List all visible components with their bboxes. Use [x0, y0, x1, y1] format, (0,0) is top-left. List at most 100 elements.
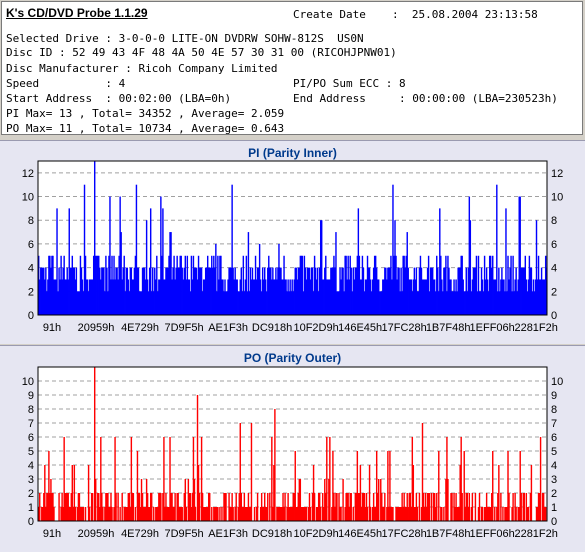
bar — [487, 507, 490, 521]
y-tick-label-left: 0 — [28, 310, 34, 322]
bar — [139, 507, 142, 521]
bar — [135, 184, 138, 315]
bar — [189, 291, 192, 315]
bar — [412, 279, 415, 315]
bar — [340, 507, 342, 521]
bar — [240, 493, 242, 521]
bar — [246, 507, 249, 521]
bar — [186, 255, 189, 315]
bar — [317, 493, 320, 521]
bar — [110, 279, 112, 315]
bar — [498, 465, 500, 521]
bar — [221, 507, 223, 521]
bar — [104, 291, 106, 315]
y-tick-label-left: 2 — [28, 286, 34, 298]
bar — [173, 255, 175, 315]
bar — [138, 291, 141, 315]
bar — [538, 493, 541, 521]
bar — [347, 493, 349, 521]
bar — [224, 279, 226, 315]
bar — [234, 267, 236, 315]
bar — [535, 220, 538, 315]
bar — [127, 493, 129, 521]
bar — [402, 255, 404, 315]
bar — [503, 279, 505, 315]
bar — [417, 291, 420, 315]
bar — [88, 279, 91, 315]
bar — [174, 279, 176, 315]
bar — [51, 493, 53, 521]
bar — [266, 291, 268, 315]
bar — [543, 507, 546, 521]
bar — [243, 493, 246, 521]
bar — [79, 507, 82, 521]
bar — [514, 279, 516, 315]
bar — [328, 279, 330, 315]
bar — [296, 279, 298, 315]
bar — [238, 493, 240, 521]
bar — [41, 267, 43, 315]
bar — [365, 279, 368, 315]
bar — [295, 267, 297, 315]
bar — [81, 507, 84, 521]
bar — [359, 279, 362, 315]
bar — [141, 267, 144, 315]
bar — [214, 507, 216, 521]
bar — [359, 465, 362, 521]
bar — [372, 267, 375, 315]
bar — [449, 279, 451, 315]
bar — [401, 291, 403, 315]
bar — [374, 507, 377, 521]
bar — [253, 279, 256, 315]
bar — [290, 291, 292, 315]
bar — [232, 507, 234, 521]
bar — [75, 267, 78, 315]
y-tick-label-right: 3 — [551, 474, 557, 486]
bar — [213, 507, 215, 521]
bar — [450, 279, 452, 315]
bar — [349, 493, 351, 521]
bar — [39, 279, 41, 315]
bar — [126, 267, 128, 315]
bar — [286, 507, 288, 521]
bar — [380, 479, 382, 521]
bar — [244, 279, 247, 315]
bar — [99, 267, 101, 315]
bar — [477, 255, 480, 315]
bar — [508, 279, 510, 315]
bar — [403, 255, 405, 315]
bar — [104, 507, 106, 521]
bar — [241, 291, 244, 315]
bar — [271, 279, 273, 315]
bar — [303, 507, 306, 521]
bar — [446, 291, 448, 315]
bar — [299, 255, 302, 315]
x-tick-label: 20959h — [78, 322, 115, 334]
disc-id: Disc ID : 52 49 43 4F 48 4A 50 4E 57 30 … — [6, 46, 397, 59]
bar — [227, 279, 229, 315]
bar — [541, 493, 544, 521]
bar — [255, 279, 258, 315]
bar — [480, 507, 483, 521]
bar — [412, 465, 415, 521]
bar — [124, 507, 126, 521]
bar — [537, 255, 540, 315]
bar — [149, 208, 152, 315]
bar — [432, 493, 435, 521]
bar — [461, 493, 463, 521]
bar — [315, 507, 318, 521]
bar — [347, 255, 349, 315]
bar — [74, 279, 77, 315]
bar — [64, 493, 66, 521]
bar — [112, 279, 114, 315]
bar — [281, 507, 283, 521]
bar — [250, 423, 253, 521]
bar — [39, 493, 41, 521]
bar — [420, 267, 423, 315]
bar — [522, 267, 524, 315]
bar — [358, 493, 361, 521]
y-tick-label-left: 0 — [28, 516, 34, 528]
bar — [434, 493, 436, 521]
bar — [506, 291, 508, 315]
bar — [284, 493, 286, 521]
